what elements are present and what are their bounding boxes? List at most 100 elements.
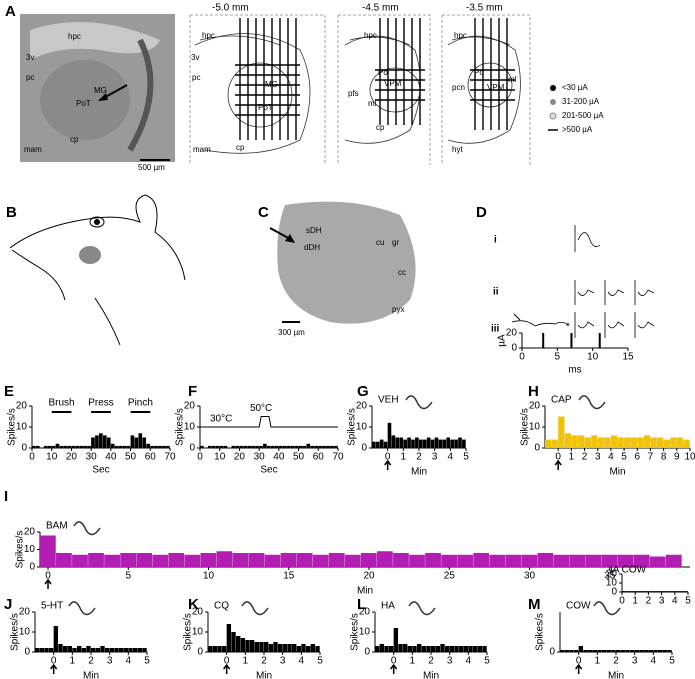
panel-letter: D — [476, 204, 487, 221]
histogram-bar — [223, 445, 228, 448]
histogram-bar — [635, 591, 642, 592]
injection-arrow — [554, 459, 562, 470]
histogram-bar — [409, 554, 425, 567]
y-axis-label: Spikes/s — [535, 613, 546, 651]
histogram-bar — [72, 648, 77, 652]
legend-label: >500 µA — [562, 125, 593, 134]
histogram-bar — [610, 435, 618, 448]
legend-label: 31-200 µA — [562, 97, 600, 106]
histogram-bar — [79, 445, 83, 448]
histogram-bar — [379, 644, 385, 652]
histogram-bar — [391, 435, 396, 448]
histogram-bar — [114, 648, 119, 652]
histogram-bar — [273, 642, 278, 652]
histogram-bar — [602, 650, 607, 652]
x-axis-label: Min — [609, 467, 625, 478]
histogram-bar — [126, 445, 131, 448]
x-axis-label: Min — [256, 671, 272, 679]
x-tick-label: 1 — [410, 656, 416, 667]
histogram-bar — [120, 553, 136, 567]
histogram-bar — [53, 626, 59, 652]
injection-arrow — [384, 459, 392, 470]
region-label: sDH — [306, 226, 322, 235]
receptive-field — [79, 246, 101, 264]
histogram-bar — [55, 443, 60, 448]
y-tick-label: 10 — [16, 422, 28, 433]
histogram-bar — [624, 437, 631, 448]
histogram-bar — [91, 437, 95, 448]
histogram-bar — [310, 644, 316, 652]
temperature-label: 50°C — [250, 403, 272, 414]
histogram-bar — [560, 650, 565, 652]
histogram-bar — [282, 644, 288, 652]
histogram-bar — [67, 646, 73, 652]
region-label: pfs — [348, 89, 359, 98]
histogram-bar — [106, 437, 111, 448]
histogram-bar — [219, 445, 224, 448]
y-tick-label: 10 — [24, 544, 36, 555]
histogram-bar — [676, 437, 684, 448]
histogram-bar — [421, 646, 427, 652]
histogram-bar — [134, 437, 139, 448]
x-tick-label: 20 — [66, 452, 78, 463]
treatment-label: CQ — [214, 601, 229, 612]
histogram-bar — [379, 439, 384, 448]
histogram-bar — [136, 553, 153, 567]
brainstem-section — [277, 201, 416, 324]
histogram-bar — [301, 644, 306, 652]
histogram-bar — [553, 554, 570, 567]
spike-traces — [511, 225, 655, 338]
histogram-bar — [459, 646, 464, 652]
x-axis-label: Min — [608, 671, 624, 679]
histogram-bar — [274, 445, 279, 448]
histogram-bar — [399, 437, 404, 448]
histogram-bar — [268, 644, 274, 652]
waveform-icon — [68, 601, 96, 616]
x-tick-label: 3 — [595, 452, 601, 463]
y-tick-label: 0 — [549, 647, 555, 658]
y-tick-label: 20 — [606, 569, 618, 580]
x-tick-label: 10 — [587, 352, 599, 363]
region-label: MG — [94, 86, 107, 95]
x-tick-label: 30 — [254, 452, 266, 463]
histogram-bar — [128, 648, 133, 652]
region-label: Po — [474, 68, 484, 77]
histogram-bar — [142, 648, 147, 652]
histogram-bar — [574, 650, 579, 652]
histogram-bar — [123, 648, 129, 652]
x-tick-label: 0 — [519, 352, 525, 363]
histogram-bar — [236, 636, 241, 652]
histogram-bar — [398, 644, 403, 652]
temperature-label: 30°C — [210, 414, 232, 425]
stimulus-label: Pinch — [128, 398, 153, 409]
x-tick-label: 25 — [444, 571, 456, 582]
y-tick-label: 10 — [529, 422, 541, 433]
region-label: pc — [26, 73, 34, 82]
y-axis-label: Spikes/s — [7, 408, 18, 446]
histogram-bar — [142, 437, 147, 448]
histogram-bar — [648, 650, 654, 652]
row-label: iii — [491, 324, 500, 335]
x-tick-label: 9 — [674, 452, 680, 463]
histogram-bar — [245, 640, 250, 652]
rat-drawing — [9, 194, 186, 346]
x-tick-label: 2 — [416, 452, 422, 463]
legend-marker — [550, 99, 556, 105]
histogram-bar — [306, 443, 311, 448]
histogram-bar — [578, 646, 584, 652]
histogram-bar — [597, 437, 605, 448]
panel-letter: I — [4, 488, 8, 505]
histogram-bar — [259, 642, 264, 652]
histogram-bar — [611, 650, 616, 652]
histogram-bar — [118, 445, 123, 448]
histogram-bar — [620, 650, 626, 652]
waveform-icon — [73, 521, 101, 536]
x-tick-label: 5 — [144, 656, 150, 667]
x-tick-label: 2 — [261, 656, 267, 667]
x-tick-label: 1 — [70, 656, 76, 667]
histogram-bar — [56, 553, 72, 567]
histogram-bar — [67, 445, 72, 448]
row-label: i — [494, 235, 497, 246]
panel-letter: F — [188, 383, 197, 400]
region-label: hpc — [202, 31, 215, 40]
